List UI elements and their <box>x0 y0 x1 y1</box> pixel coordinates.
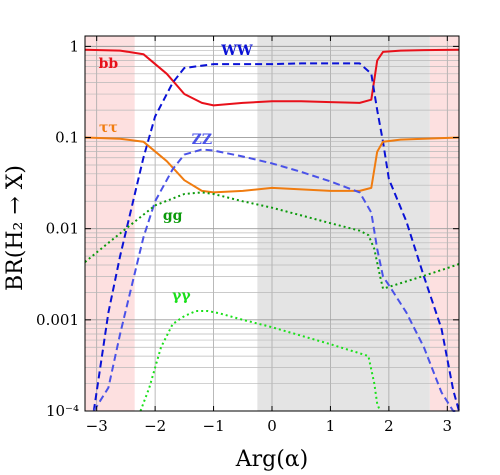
data-series <box>84 48 460 412</box>
series-label-0: bb <box>99 56 119 72</box>
series-line-2 <box>84 136 460 194</box>
x-tick-label-0: −3 <box>86 417 108 435</box>
y-axis-label: BR(H₂ → X) <box>3 165 28 291</box>
x-axis-label: Arg(α) <box>235 447 309 472</box>
series-label-3: ZZ <box>192 132 212 148</box>
y-tick-label-2: 0.01 <box>46 220 79 238</box>
axis-ticks: −3 −2 −1 0 1 2 3 10⁻⁴ 0.001 0.01 0.1 1 <box>36 36 459 435</box>
x-tick-label-3: 0 <box>267 417 277 435</box>
x-tick-label-4: 1 <box>326 417 336 435</box>
x-tick-label-1: −2 <box>144 417 166 435</box>
series-label-2: ττ <box>99 120 118 136</box>
shaded-region-2 <box>257 36 430 411</box>
shaded-region-0 <box>85 36 135 411</box>
series-label-1: WW <box>220 43 253 59</box>
y-tick-label-3: 0.1 <box>55 129 79 147</box>
series-line-4 <box>84 191 460 290</box>
x-tick-label-6: 3 <box>443 417 453 435</box>
x-tick-label-2: −1 <box>203 417 225 435</box>
series-labels: bb WW ττ ZZ gg γγ <box>99 43 253 304</box>
series-label-5: γγ <box>172 288 191 304</box>
series-line-1 <box>92 62 460 412</box>
y-tick-label-1: 0.001 <box>36 311 79 329</box>
shaded-regions <box>85 36 459 411</box>
series-line-0 <box>84 48 460 107</box>
y-tick-label-0: 10⁻⁴ <box>46 402 79 420</box>
y-tick-label-4: 1 <box>69 37 79 55</box>
series-label-4: gg <box>163 208 183 224</box>
shaded-region-1 <box>429 36 459 411</box>
x-tick-label-5: 2 <box>384 417 394 435</box>
